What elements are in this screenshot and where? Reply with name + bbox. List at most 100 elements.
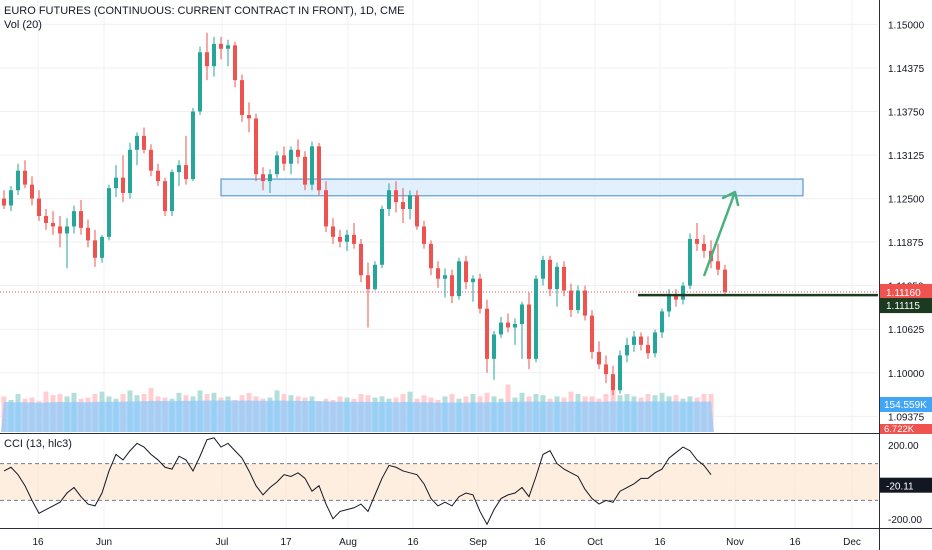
candle[interactable]	[135, 132, 139, 166]
candle[interactable]	[296, 139, 300, 164]
candle[interactable]	[219, 36, 223, 60]
candle[interactable]	[401, 188, 405, 223]
cci-label[interactable]: CCI (13, hlc3)	[4, 438, 72, 450]
candle[interactable]	[422, 220, 426, 249]
price-pane[interactable]	[0, 0, 932, 434]
candle[interactable]	[352, 222, 356, 249]
candle[interactable]	[275, 151, 279, 178]
candle[interactable]	[44, 209, 48, 230]
candle[interactable]	[478, 273, 482, 314]
candle[interactable]	[436, 261, 440, 288]
candle[interactable]	[583, 285, 587, 321]
candle[interactable]	[37, 190, 41, 221]
candle[interactable]	[541, 255, 545, 286]
candle[interactable]	[51, 211, 55, 235]
candle[interactable]	[597, 341, 601, 370]
candle[interactable]	[632, 330, 636, 352]
cci-line[interactable]	[3, 437, 712, 526]
candle[interactable]	[520, 301, 524, 359]
candle[interactable]	[443, 268, 447, 298]
price-axis[interactable]: 1.15000 1.14375 1.13750 1.13125 1.12500 1.118…	[879, 0, 932, 550]
candle[interactable]	[457, 257, 461, 300]
candle[interactable]	[513, 318, 517, 345]
cci-pane[interactable]	[0, 436, 932, 529]
candle[interactable]	[2, 190, 6, 210]
candle[interactable]	[373, 261, 377, 291]
candle[interactable]	[702, 234, 706, 258]
candle[interactable]	[639, 332, 643, 351]
candle[interactable]	[625, 337, 629, 363]
candle[interactable]	[324, 181, 328, 233]
candle[interactable]	[121, 155, 125, 203]
candle[interactable]	[660, 308, 664, 338]
candle[interactable]	[128, 142, 132, 199]
candle[interactable]	[611, 365, 615, 396]
candle[interactable]	[667, 289, 671, 318]
candle[interactable]	[233, 41, 237, 88]
candle[interactable]	[359, 238, 363, 283]
candle[interactable]	[471, 275, 475, 302]
resistance-zone[interactable]	[220, 178, 804, 197]
projection-arrow[interactable]	[702, 191, 737, 277]
candle[interactable]	[646, 336, 650, 359]
candle[interactable]	[450, 269, 454, 304]
candle[interactable]	[695, 222, 699, 251]
candle[interactable]	[716, 243, 720, 276]
candle[interactable]	[555, 262, 559, 307]
candle[interactable]	[170, 169, 174, 216]
candle[interactable]	[345, 229, 349, 251]
candle[interactable]	[674, 289, 678, 307]
candle[interactable]	[226, 39, 230, 67]
candle[interactable]	[191, 108, 195, 182]
candle[interactable]	[23, 160, 27, 189]
candle[interactable]	[331, 218, 335, 244]
candle[interactable]	[548, 255, 552, 297]
candle[interactable]	[604, 355, 608, 384]
candle[interactable]	[499, 317, 503, 338]
candle[interactable]	[100, 234, 104, 263]
candle[interactable]	[618, 350, 622, 394]
candle[interactable]	[387, 183, 391, 216]
candle[interactable]	[149, 144, 153, 177]
time-axis[interactable]: 16 Jun Jul 17 Aug 16 Sep 16 Oct 16 Nov 16 Dec	[32, 537, 860, 548]
candle[interactable]	[65, 218, 69, 269]
candle[interactable]	[268, 169, 272, 194]
candle[interactable]	[688, 233, 692, 290]
candle[interactable]	[723, 264, 727, 297]
candle[interactable]	[380, 205, 384, 269]
candle[interactable]	[198, 46, 202, 115]
candle[interactable]	[254, 113, 258, 182]
candle[interactable]	[408, 190, 412, 220]
candle[interactable]	[261, 167, 265, 191]
candle[interactable]	[338, 229, 342, 248]
symbol-title[interactable]: EURO FUTURES (CONTINUOUS: CURRENT CONTRA…	[4, 5, 405, 17]
candle[interactable]	[576, 285, 580, 314]
candle[interactable]	[247, 102, 251, 133]
candle[interactable]	[107, 184, 111, 241]
candle[interactable]	[16, 163, 20, 196]
candle[interactable]	[156, 163, 160, 187]
candle[interactable]	[527, 292, 531, 370]
candle[interactable]	[177, 160, 181, 187]
candle[interactable]	[79, 199, 83, 235]
candle[interactable]	[303, 151, 307, 191]
candle[interactable]	[506, 313, 510, 333]
candle[interactable]	[317, 142, 321, 196]
candle[interactable]	[310, 141, 314, 191]
candle[interactable]	[86, 219, 90, 248]
candle[interactable]	[534, 275, 538, 363]
candle[interactable]	[289, 146, 293, 175]
candle[interactable]	[485, 299, 489, 373]
candle[interactable]	[429, 240, 433, 276]
candle[interactable]	[464, 255, 468, 290]
candle[interactable]	[205, 32, 209, 81]
candle[interactable]	[492, 330, 496, 380]
candle[interactable]	[93, 229, 97, 267]
candle[interactable]	[590, 310, 594, 359]
candle[interactable]	[681, 282, 685, 305]
candle[interactable]	[142, 127, 146, 154]
candle[interactable]	[163, 177, 167, 216]
candle[interactable]	[394, 181, 398, 213]
candle[interactable]	[114, 165, 118, 198]
